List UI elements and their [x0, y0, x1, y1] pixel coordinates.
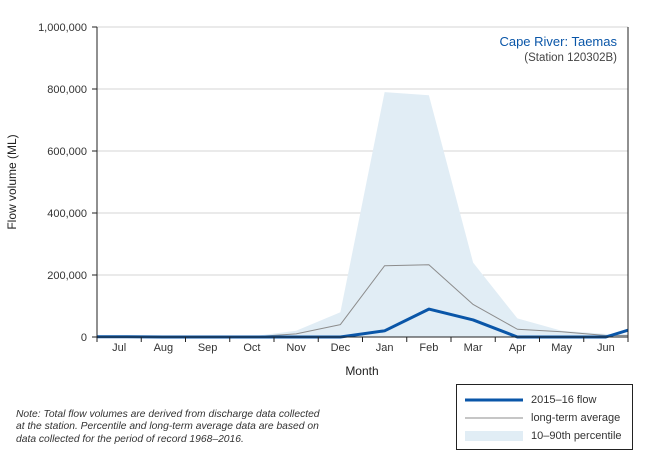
legend-entry-percentile: 10–90th percentile — [457, 428, 632, 446]
legend-label-percentile: 10–90th percentile — [531, 430, 622, 442]
x-axis-title: Month — [345, 364, 378, 378]
x-tick-label: Jun — [597, 342, 615, 354]
legend-label-flow: 2015–16 flow — [531, 394, 597, 406]
footnote-line: data collected for the period of record … — [16, 433, 244, 445]
chart-title: Cape River: Taemas — [499, 34, 617, 49]
y-tick-label: 200,000 — [47, 270, 87, 282]
legend-swatch-flow — [465, 398, 523, 402]
legend-entry-average: long-term average — [457, 410, 632, 428]
x-tick-label: Apr — [509, 342, 526, 354]
x-tick-label: Jul — [112, 342, 126, 354]
legend-label-average: long-term average — [531, 412, 621, 424]
x-tick-label: Oct — [243, 342, 260, 354]
y-tick-label: 800,000 — [47, 84, 87, 96]
footnote-line: at the station. Percentile and long-term… — [16, 421, 319, 433]
x-tick-label: Sep — [198, 342, 218, 354]
legend-entry-flow: 2015–16 flow — [457, 392, 632, 410]
footnote-line: Note: Total flow volumes are derived fro… — [16, 409, 320, 420]
y-tick-label: 400,000 — [47, 208, 87, 220]
x-tick-label: Mar — [464, 342, 483, 354]
x-tick-label: Aug — [154, 342, 174, 354]
x-tick-label: Jan — [376, 342, 394, 354]
footnote: Note: Total flow volumes are derived fro… — [16, 409, 376, 446]
y-tick-label: 1,000,000 — [38, 22, 87, 34]
x-tick-label: Dec — [331, 342, 351, 354]
percentile-band-area — [97, 92, 628, 337]
legend-swatch-percentile — [465, 431, 523, 441]
legend-swatch-average — [465, 417, 523, 419]
y-tick-label: 0 — [81, 332, 87, 344]
y-axis-title: Flow volume (ML) — [5, 134, 19, 229]
x-tick-label: May — [551, 342, 572, 354]
x-tick-label: Feb — [419, 342, 438, 354]
chart-subtitle: (Station 120302B) — [524, 52, 617, 64]
y-tick-label: 600,000 — [47, 146, 87, 158]
x-tick-label: Nov — [286, 342, 306, 354]
legend: 2015–16 flow long-term average 10–90th p… — [456, 384, 633, 450]
